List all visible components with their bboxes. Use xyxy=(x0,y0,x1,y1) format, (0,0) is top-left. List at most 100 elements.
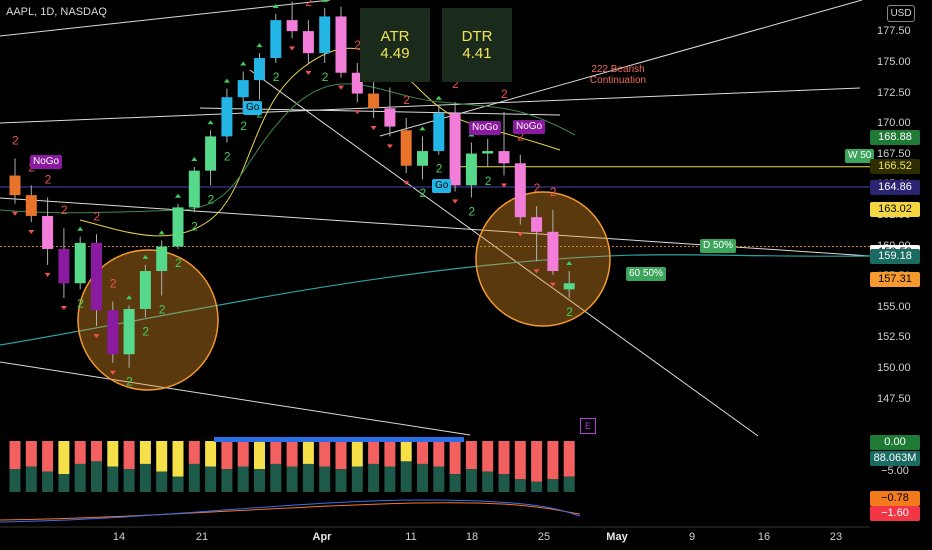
count-label: 2 xyxy=(501,87,508,101)
volume-bar-top xyxy=(563,441,575,477)
trend-strip xyxy=(214,437,464,442)
volume-bar-bottom xyxy=(449,474,461,492)
candle-body[interactable] xyxy=(139,271,151,309)
volume-bar-bottom xyxy=(91,461,102,492)
nogo-tag-2: NoGo xyxy=(469,121,502,135)
candle-body[interactable] xyxy=(351,72,363,94)
candle-body[interactable] xyxy=(221,97,233,137)
earnings-marker[interactable]: E xyxy=(580,418,596,434)
volume-bar-top xyxy=(368,441,380,464)
time-tick-label: 9 xyxy=(688,531,696,543)
count-label: 2 xyxy=(273,70,280,84)
candle-body[interactable] xyxy=(237,80,249,98)
candle-body[interactable] xyxy=(417,151,428,166)
time-tick-label: 14 xyxy=(112,531,126,543)
candle-body[interactable] xyxy=(107,310,119,355)
up-arrow-marker xyxy=(240,61,247,66)
time-tick-label: Apr xyxy=(312,531,332,543)
trendline[interactable] xyxy=(0,87,861,124)
candle-body[interactable] xyxy=(400,130,412,166)
volume-bar-bottom xyxy=(547,479,559,492)
volume-bar-bottom xyxy=(417,463,428,492)
candle-body[interactable] xyxy=(335,16,347,73)
volume-bar-bottom xyxy=(433,466,445,492)
nogo-tag-3: NoGo xyxy=(513,120,546,134)
volume-bar-bottom xyxy=(319,466,331,492)
count-label: 2 xyxy=(517,130,524,144)
candle-body[interactable] xyxy=(286,20,298,32)
candle-body[interactable] xyxy=(188,170,200,208)
volume-bar-bottom xyxy=(531,481,543,492)
candle-body[interactable] xyxy=(42,215,54,249)
volume-bar-bottom xyxy=(270,463,282,492)
down-arrow-marker xyxy=(109,370,116,375)
candle-body[interactable] xyxy=(498,151,510,164)
volume-bar-top xyxy=(286,441,298,467)
sixty-tag: 60 50% xyxy=(626,267,666,281)
candle-body[interactable] xyxy=(547,231,559,272)
candle-body[interactable] xyxy=(123,308,135,355)
volume-bar-top xyxy=(221,441,233,470)
candle-body[interactable] xyxy=(319,16,331,54)
volume-bar-top xyxy=(351,441,363,467)
chart-title: AAPL, 1D, NASDAQ xyxy=(6,6,107,18)
oscillator-tick-label: −0.78 xyxy=(870,490,920,506)
volume-bar-top xyxy=(547,441,559,480)
candle-body[interactable] xyxy=(563,283,575,290)
volume-bar-bottom xyxy=(368,463,380,492)
candle-body[interactable] xyxy=(58,248,70,284)
candle-body[interactable] xyxy=(91,242,102,311)
trendline[interactable] xyxy=(0,197,871,257)
bearish-annotation-line1: 222 Bearish xyxy=(591,64,645,75)
go-tag-2: Go xyxy=(432,179,452,193)
currency-selector[interactable]: USD xyxy=(887,5,915,22)
candle-body[interactable] xyxy=(514,163,526,218)
volume-bar-bottom xyxy=(139,463,151,492)
candle-body[interactable] xyxy=(156,246,168,272)
candle-body[interactable] xyxy=(465,153,477,186)
trendline[interactable] xyxy=(249,69,759,437)
trendline[interactable] xyxy=(0,361,471,436)
candle-body[interactable] xyxy=(433,113,445,152)
count-label: 2 xyxy=(191,219,198,233)
volume-bar-top xyxy=(449,441,461,475)
candle-body[interactable] xyxy=(531,217,543,232)
candle-body[interactable] xyxy=(270,20,282,59)
candle-body[interactable] xyxy=(302,31,314,54)
volume-bar-bottom xyxy=(107,466,119,492)
bearish-annotation: 222 Bearish Continuation xyxy=(578,64,658,86)
candle-body[interactable] xyxy=(482,151,494,154)
candle-body[interactable] xyxy=(172,207,184,247)
count-label: 2 xyxy=(12,133,19,147)
candle-body[interactable] xyxy=(368,93,380,109)
candle-body[interactable] xyxy=(254,58,265,81)
candle-body[interactable] xyxy=(384,108,396,127)
candle-body[interactable] xyxy=(25,195,37,216)
oscillator-tick-label: 88.063M xyxy=(870,450,920,466)
down-arrow-marker xyxy=(354,110,361,115)
up-arrow-marker xyxy=(419,126,426,131)
time-tick-label: 21 xyxy=(195,531,209,543)
candle-body[interactable] xyxy=(205,136,217,171)
count-label: 2 xyxy=(240,119,247,133)
volume-bar-bottom xyxy=(384,466,396,492)
candle-body[interactable] xyxy=(449,113,461,186)
count-label: 2 xyxy=(485,174,492,188)
atr-value: 4.49 xyxy=(380,45,410,62)
price-level-tag: 163.02 xyxy=(870,202,920,218)
volume-bar-top xyxy=(237,441,249,467)
candle-body[interactable] xyxy=(9,175,21,196)
up-arrow-marker xyxy=(223,78,230,83)
nogo-tag-1: NoGo xyxy=(30,155,63,169)
volume-bar-bottom xyxy=(172,476,184,492)
volume-bar-top xyxy=(9,441,21,470)
volume-bar-top xyxy=(335,441,347,470)
volume-bar-top xyxy=(58,441,70,475)
down-arrow-marker xyxy=(549,282,556,287)
price-level-tag: 168.88 xyxy=(870,130,920,146)
oscillator-tick-label: −5.00 xyxy=(881,464,909,477)
up-arrow-marker xyxy=(191,156,198,161)
candle-body[interactable] xyxy=(74,242,86,284)
up-arrow-marker xyxy=(77,226,84,231)
